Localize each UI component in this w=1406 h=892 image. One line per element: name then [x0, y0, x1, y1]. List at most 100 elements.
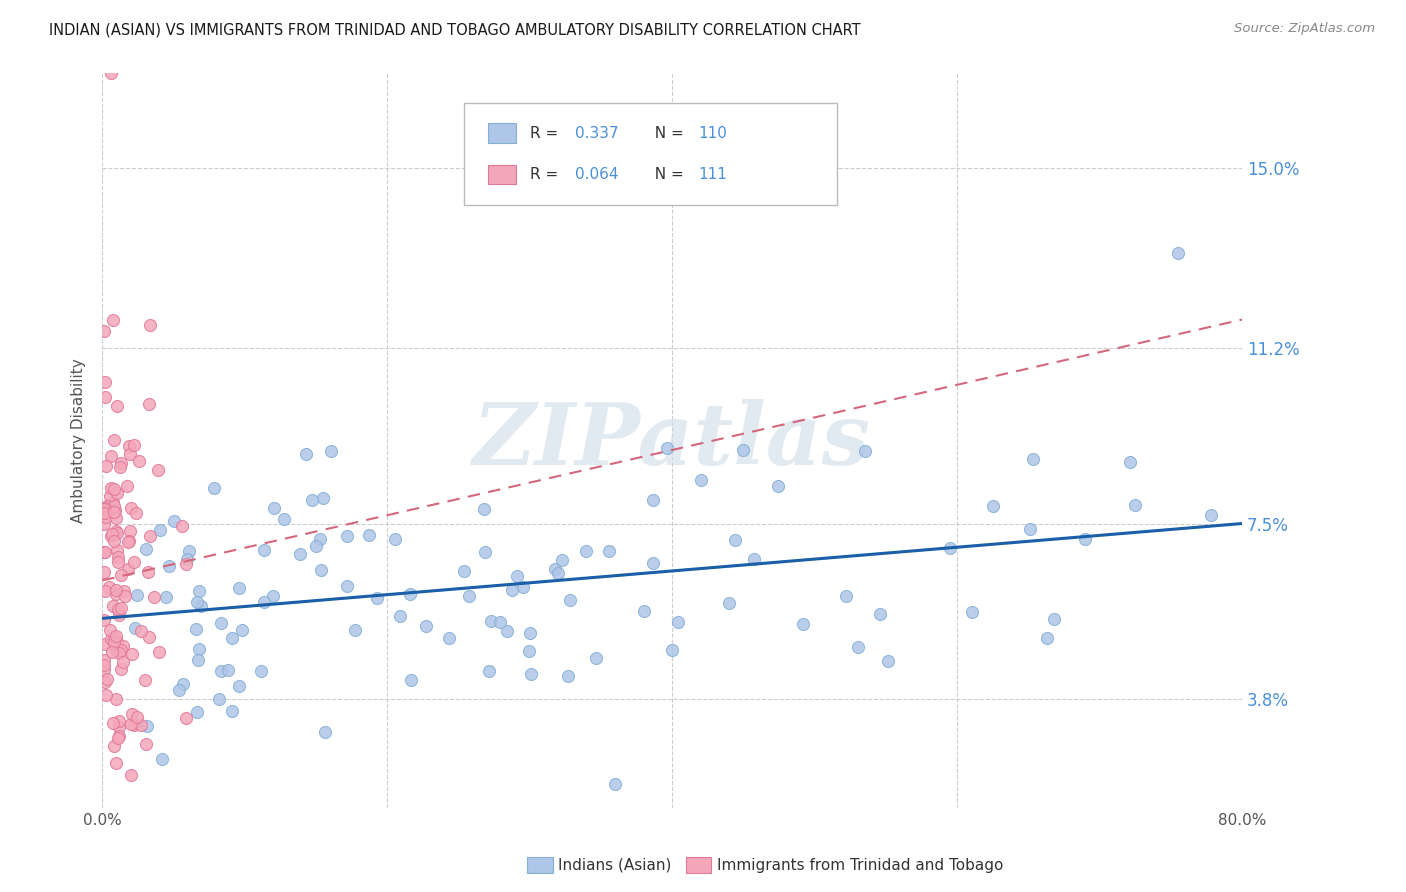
Text: INDIAN (ASIAN) VS IMMIGRANTS FROM TRINIDAD AND TOBAGO AMBULATORY DISABILITY CORR: INDIAN (ASIAN) VS IMMIGRANTS FROM TRINID…: [49, 22, 860, 37]
Point: [100, 449, 122, 463]
Point: [273, 512, 295, 526]
Point: [94, 584, 117, 599]
Point: [100, 623, 122, 637]
Point: [501, 583, 523, 598]
Point: [104, 583, 127, 598]
Point: [517, 643, 540, 657]
Point: [103, 630, 125, 644]
Text: N =: N =: [645, 126, 689, 141]
Point: [520, 666, 543, 681]
Point: [163, 514, 186, 528]
Point: [105, 486, 128, 500]
Text: Source: ZipAtlas.com: Source: ZipAtlas.com: [1234, 22, 1375, 36]
Point: [127, 709, 149, 723]
Point: [93, 664, 115, 678]
Point: [103, 599, 125, 613]
Text: 0.337: 0.337: [575, 126, 619, 141]
Point: [101, 494, 124, 508]
Point: [188, 642, 211, 657]
Point: [96, 500, 118, 514]
Point: [138, 630, 160, 644]
Point: [100, 632, 122, 647]
Point: [366, 591, 388, 605]
Point: [157, 558, 180, 573]
Point: [357, 527, 380, 541]
Point: [207, 692, 229, 706]
Point: [453, 564, 475, 578]
Point: [1022, 451, 1045, 466]
Point: [103, 534, 125, 549]
Point: [110, 661, 132, 675]
Point: [262, 590, 284, 604]
Point: [93, 637, 115, 651]
Point: [295, 447, 318, 461]
Point: [107, 731, 129, 745]
Point: [108, 721, 131, 735]
Point: [135, 718, 157, 732]
Point: [249, 664, 271, 678]
Point: [128, 453, 150, 467]
Point: [981, 499, 1004, 513]
Point: [117, 534, 139, 549]
Point: [129, 717, 152, 731]
Point: [186, 622, 208, 636]
Point: [93, 674, 115, 689]
Point: [170, 518, 193, 533]
Point: [104, 642, 127, 657]
Point: [1074, 532, 1097, 546]
Point: [149, 524, 172, 538]
Point: [415, 619, 437, 633]
Point: [114, 590, 136, 604]
Point: [253, 595, 276, 609]
Point: [135, 541, 157, 556]
Text: R =: R =: [530, 126, 564, 141]
Point: [96, 458, 118, 473]
Point: [221, 631, 243, 645]
Point: [598, 544, 620, 558]
Point: [742, 551, 765, 566]
Point: [143, 590, 166, 604]
Point: [176, 558, 198, 572]
Point: [121, 647, 143, 661]
Point: [437, 631, 460, 645]
Point: [877, 654, 900, 668]
Point: [101, 716, 124, 731]
Point: [110, 567, 132, 582]
Point: [835, 589, 858, 603]
Point: [105, 526, 128, 541]
Point: [221, 704, 243, 718]
Point: [399, 673, 422, 687]
Point: [633, 603, 655, 617]
Point: [139, 529, 162, 543]
Point: [101, 313, 124, 327]
Point: [94, 688, 117, 702]
Point: [100, 527, 122, 541]
Point: [399, 587, 422, 601]
Point: [585, 650, 607, 665]
Point: [519, 626, 541, 640]
Text: N =: N =: [645, 167, 689, 182]
Point: [228, 679, 250, 693]
Point: [93, 506, 115, 520]
Point: [138, 397, 160, 411]
Point: [643, 557, 665, 571]
Point: [103, 482, 125, 496]
Point: [488, 615, 510, 629]
Point: [103, 433, 125, 447]
Point: [689, 474, 711, 488]
Point: [103, 505, 125, 519]
Point: [120, 524, 142, 538]
Point: [661, 643, 683, 657]
Point: [575, 543, 598, 558]
Point: [155, 591, 177, 605]
Point: [93, 613, 115, 627]
Point: [110, 643, 132, 657]
Point: [288, 547, 311, 561]
Point: [187, 652, 209, 666]
Point: [108, 646, 131, 660]
Point: [117, 562, 139, 576]
Point: [125, 589, 148, 603]
Point: [104, 524, 127, 538]
Point: [110, 456, 132, 470]
Point: [93, 325, 115, 339]
